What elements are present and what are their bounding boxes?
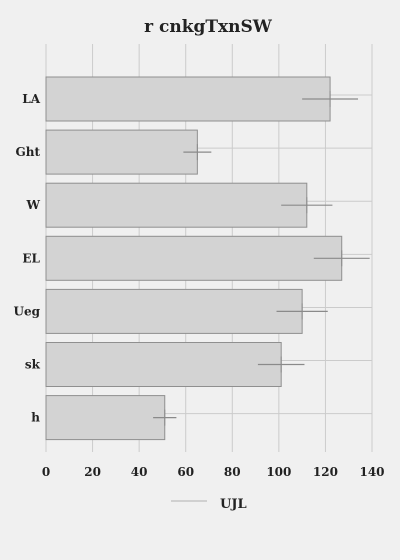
chart-title: r cnkgTxnSW [144, 17, 273, 37]
bar-W [45, 182, 308, 228]
y-tick-label: LA [22, 92, 40, 106]
x-tick-label: 20 [84, 465, 101, 479]
bars [45, 76, 343, 441]
y-tick-label: Ueg [14, 304, 41, 318]
y-tick-label: W [26, 198, 41, 212]
y-tick-label: h [31, 411, 40, 425]
y-tick-labels: LA Ght W EL Ueg sk h [14, 92, 41, 425]
y-tick-label: EL [22, 251, 40, 265]
bar-Ght [45, 129, 198, 175]
legend-label: UJL [220, 497, 247, 512]
bar-EL [45, 235, 343, 281]
y-tick-label: sk [25, 358, 41, 372]
bar-LA [45, 76, 331, 122]
x-tick-label: 0 [42, 465, 50, 479]
x-tick-label: 100 [266, 465, 291, 479]
bar-Ueg [45, 288, 303, 334]
x-tick-labels: 0 20 40 60 80 100 120 140 [42, 465, 385, 479]
bar-h [45, 395, 166, 441]
x-tick-label: 120 [313, 465, 338, 479]
x-tick-label: 40 [131, 465, 148, 479]
legend: UJL [171, 497, 247, 512]
y-tick-label: Ght [15, 145, 40, 159]
x-tick-label: 80 [224, 465, 241, 479]
error-bars [153, 91, 370, 426]
x-tick-label: 60 [177, 465, 194, 479]
bar-sk [45, 342, 282, 387]
x-tick-label: 140 [359, 465, 384, 479]
